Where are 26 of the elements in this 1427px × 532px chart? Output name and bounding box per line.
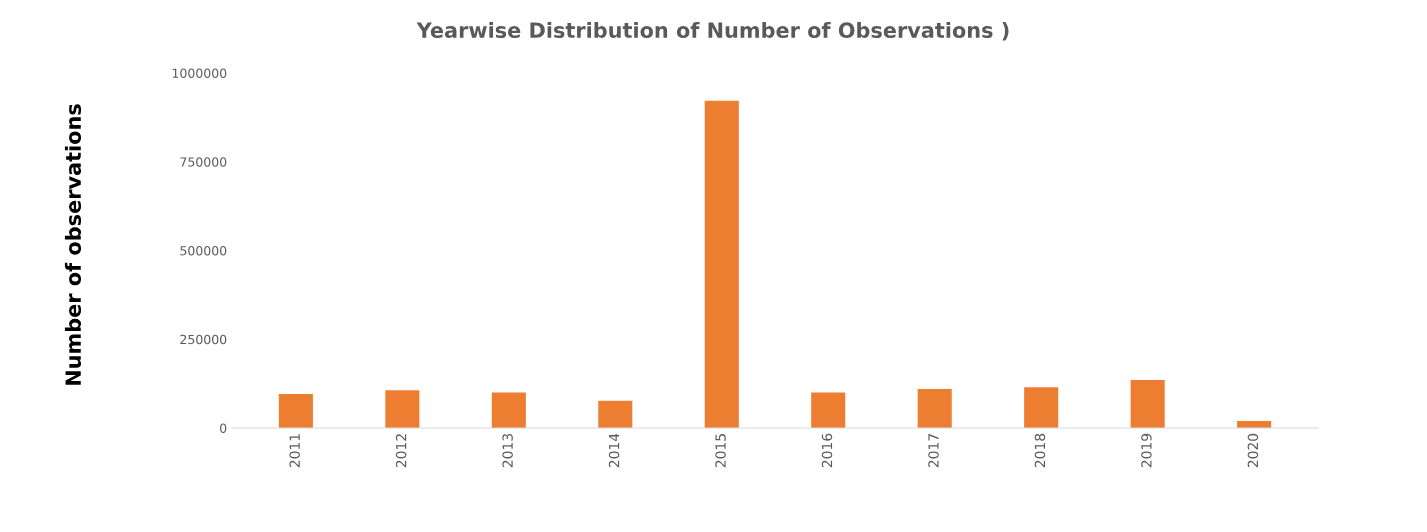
x-tick-label: 2019 <box>1141 433 1152 468</box>
x-tick-label: 2015 <box>715 434 726 468</box>
x-tick-label: 2012 <box>395 434 407 468</box>
y-tick-label: 1000000 <box>172 68 227 78</box>
y-tick-label: 250000 <box>180 334 227 345</box>
x-tick-label: 2020 <box>1247 433 1259 468</box>
chart-title: Yearwise Distribution of Number of Observations ) <box>416 21 1009 41</box>
bar <box>1130 380 1165 428</box>
y-tick-label: 750000 <box>180 157 227 167</box>
y-tick-label: 500000 <box>180 245 227 256</box>
bar <box>598 400 633 428</box>
bar <box>811 392 846 428</box>
x-tick-label: 2016 <box>821 433 833 468</box>
bar <box>385 390 420 428</box>
y-tick-label: 0 <box>220 423 227 433</box>
bar <box>704 100 739 428</box>
x-tick-label: 2013 <box>502 433 513 468</box>
x-tick-label: 2011 <box>289 434 300 468</box>
bar <box>1024 387 1059 428</box>
x-tick-label: 2018 <box>1034 433 1046 468</box>
y-axis-title: Number of observations <box>64 104 82 385</box>
bar <box>491 392 526 428</box>
bar <box>917 388 952 428</box>
x-tick-label: 2017 <box>928 434 939 468</box>
x-tick-label: 2014 <box>608 433 620 468</box>
bar <box>278 393 313 428</box>
